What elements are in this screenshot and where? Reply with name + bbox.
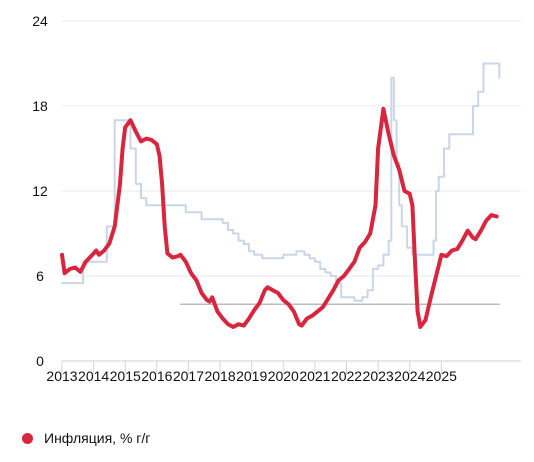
- xtick-label-2013: 2013: [46, 368, 77, 384]
- xtick-label-2024: 2024: [394, 368, 425, 384]
- xtick-label-2025: 2025: [426, 368, 457, 384]
- axes: 0 6 12 18 24 2013 2014 2015 2016 2017 2018 2019 2020…: [32, 13, 457, 384]
- legend-marker-inflation: [22, 432, 33, 444]
- grid: [62, 20, 521, 362]
- series-line-step-line: [61, 62, 501, 302]
- legend-label-inflation: Инфляция, % г/г: [44, 430, 151, 446]
- xtick-label-2017: 2017: [173, 368, 204, 384]
- ytick-label-12: 12: [32, 183, 48, 199]
- xtick-label-2014: 2014: [78, 368, 109, 384]
- xtick-label-2019: 2019: [236, 368, 267, 384]
- ytick-label-0: 0: [36, 353, 44, 369]
- series-line-inflation: [60, 106, 499, 329]
- xtick-label-2021: 2021: [299, 368, 330, 384]
- xtick-label-2016: 2016: [141, 368, 172, 384]
- xtick-label-2020: 2020: [268, 368, 299, 384]
- legend: Инфляция, % г/г: [22, 430, 150, 446]
- xtick-label-2022: 2022: [331, 368, 362, 384]
- ytick-label-24: 24: [32, 13, 48, 29]
- ytick-label-18: 18: [32, 98, 48, 114]
- xtick-label-2015: 2015: [110, 368, 141, 384]
- xtick-label-2023: 2023: [363, 368, 394, 384]
- xtick-label-2018: 2018: [204, 368, 235, 384]
- ytick-label-6: 6: [36, 268, 44, 284]
- series-layer: [60, 62, 501, 329]
